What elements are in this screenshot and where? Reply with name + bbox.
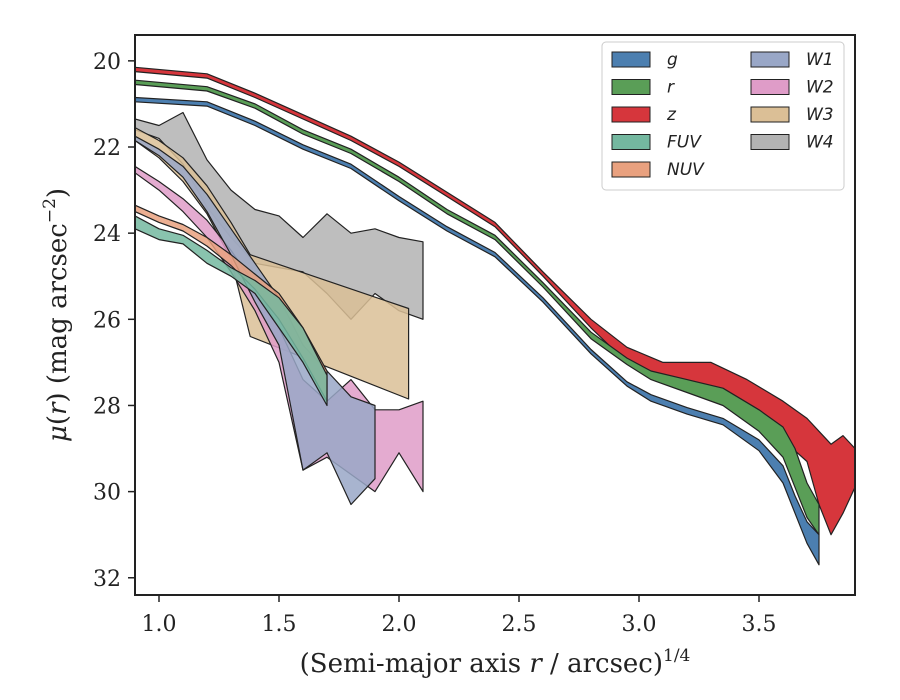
- legend-swatch-z: [611, 106, 651, 123]
- band-series-group: [135, 66, 855, 566]
- y-tick-label: 22: [93, 136, 121, 161]
- legend-label-r: r: [667, 78, 675, 98]
- band-fuv: [135, 215, 328, 407]
- band-g: [135, 96, 820, 566]
- legend-label-w3: W3: [806, 105, 834, 125]
- legend-label-fuv: FUV: [667, 133, 702, 153]
- y-axis-label: μ(r) (mag arcsec−2): [40, 188, 73, 442]
- y-tick-label: 20: [93, 50, 121, 75]
- y-tick-label: 28: [93, 394, 121, 419]
- x-axis-label: (Semi-major axis r / arcsec)1/4: [300, 646, 691, 679]
- legend-label-g: g: [667, 50, 678, 70]
- band-z: [135, 66, 855, 536]
- x-tick-label: 3.5: [742, 612, 777, 637]
- y-tick-label: 26: [93, 308, 121, 333]
- legend-swatch-w1: [750, 51, 790, 68]
- x-axis: 1.0 1.5 2.0 2.5 3.0 3.5: [142, 595, 777, 637]
- x-tick-label: 2.0: [382, 612, 417, 637]
- x-tick-label: 1.0: [142, 612, 177, 637]
- legend-label-z: z: [666, 105, 677, 125]
- y-axis: 20 22 24 26 28 30 32: [93, 50, 135, 592]
- legend-label-nuv: NUV: [667, 160, 705, 180]
- band-w1: [135, 135, 376, 506]
- legend-label-w4: W4: [806, 133, 834, 153]
- y-tick-label: 30: [93, 481, 121, 506]
- plot-frame: [134, 34, 856, 596]
- legend-label-w2: W2: [806, 78, 834, 98]
- x-tick-label: 1.5: [262, 612, 297, 637]
- legend-swatch-r: [611, 79, 651, 95]
- x-tick-label: 3.0: [622, 612, 657, 637]
- legend-swatch-w3: [750, 106, 790, 123]
- legend-swatch-w4: [750, 134, 790, 150]
- legend: grz FUV NUV W1 W2 W3 W4: [601, 41, 845, 191]
- legend-label-w1: W1: [806, 50, 834, 70]
- legend-swatch-g: [611, 51, 651, 68]
- legend-swatch-nuv: [611, 161, 651, 178]
- x-tick-label: 2.5: [502, 612, 537, 637]
- legend-swatch-fuv: [611, 134, 651, 150]
- y-tick-label: 32: [93, 567, 121, 592]
- legend-swatch-w2: [750, 79, 790, 95]
- y-tick-label: 24: [93, 222, 121, 247]
